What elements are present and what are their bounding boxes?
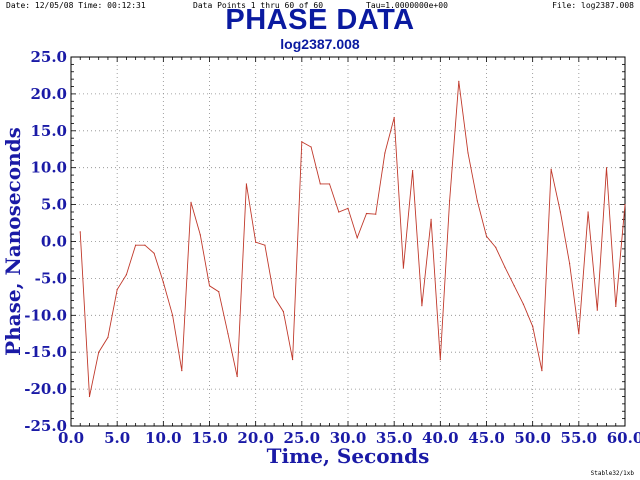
data-point — [116, 288, 118, 291]
y-tick-label: -20.0 — [24, 380, 67, 398]
x-tick-label: 35.0 — [376, 429, 413, 447]
data-point — [273, 296, 275, 298]
data-point — [310, 146, 312, 148]
data-point — [264, 244, 266, 246]
data-point — [282, 311, 284, 313]
data-point — [144, 244, 146, 246]
data-point — [236, 375, 238, 378]
y-tick-label: 20.0 — [30, 85, 67, 103]
x-tick-label: 10.0 — [145, 429, 182, 447]
data-point — [421, 305, 423, 307]
header-data-points: Data Points 1 thru 60 of 60 — [193, 1, 324, 10]
data-point — [605, 167, 608, 169]
data-point — [495, 246, 497, 249]
data-point — [98, 351, 100, 353]
data-point — [208, 285, 211, 287]
data-point — [393, 116, 395, 119]
data-point — [199, 234, 201, 236]
data-point — [171, 314, 174, 316]
data-point — [532, 325, 534, 327]
y-tick-label: 5.0 — [41, 196, 67, 214]
data-point — [624, 204, 626, 206]
data-point — [504, 266, 506, 268]
data-point — [476, 200, 478, 202]
chart-title: PHASE DATA — [225, 4, 415, 36]
y-tick-label: -10.0 — [24, 306, 67, 324]
x-tick-label: 50.0 — [514, 429, 551, 447]
data-point — [181, 370, 183, 372]
data-point — [375, 213, 377, 215]
data-point — [615, 305, 617, 308]
data-point — [384, 152, 386, 154]
y-tick-label: 10.0 — [30, 159, 67, 177]
data-point — [513, 285, 515, 287]
header-date-time: Date: 12/05/08 Time: 00:12:31 — [6, 1, 146, 10]
data-point — [292, 358, 294, 361]
x-tick-label: 15.0 — [191, 429, 228, 447]
x-tick-label: 5.0 — [104, 429, 130, 447]
data-point — [79, 231, 81, 233]
y-tick-label: 25.0 — [30, 48, 67, 66]
y-tick-label: 0.0 — [41, 233, 67, 251]
plot-frame — [70, 56, 626, 427]
data-point — [245, 183, 248, 185]
data-point — [559, 211, 561, 213]
data-point — [338, 211, 340, 213]
y-tick-label: -25.0 — [24, 417, 67, 435]
data-point — [467, 152, 469, 154]
footer-label: Stable32/1xb — [590, 470, 634, 477]
data-point — [218, 291, 220, 293]
y-tick-label: 15.0 — [30, 122, 67, 140]
data-point — [458, 80, 460, 82]
data-point — [135, 244, 137, 246]
data-point — [255, 241, 257, 243]
x-tick-label: 55.0 — [561, 429, 598, 447]
x-tick-label: 60.0 — [607, 429, 640, 447]
data-point — [596, 309, 598, 311]
data-point — [412, 170, 414, 172]
data-point — [190, 201, 192, 203]
data-point — [430, 218, 432, 220]
data-point — [153, 252, 155, 254]
x-tick-label: 25.0 — [284, 429, 321, 447]
data-point — [439, 358, 441, 361]
data-point — [107, 336, 109, 339]
data-point — [550, 168, 552, 170]
x-tick-label: 30.0 — [330, 429, 367, 447]
x-tick-label: 40.0 — [422, 429, 459, 447]
x-axis-title: Time, Seconds — [267, 444, 430, 468]
y-tick-label: -15.0 — [24, 343, 67, 361]
x-tick-label: 0.0 — [58, 429, 84, 447]
data-point — [587, 211, 589, 213]
data-point — [485, 235, 488, 237]
data-point — [162, 281, 164, 283]
chart-subtitle: log2387.008 — [280, 36, 360, 52]
header-tau: Tau=1.0000000e+00 — [366, 1, 448, 10]
data-point — [347, 207, 349, 209]
data-point — [569, 263, 571, 265]
data-point — [448, 200, 451, 202]
x-tick-label: 45.0 — [468, 429, 505, 447]
header-file: File: log2387.008 — [552, 1, 634, 10]
data-point — [227, 333, 229, 335]
phase-series-line — [79, 81, 626, 397]
data-point — [88, 395, 91, 398]
data-point — [125, 274, 127, 276]
data-point — [578, 333, 580, 335]
data-point — [301, 141, 303, 143]
data-point — [541, 370, 543, 372]
x-tick-label: 20.0 — [237, 429, 274, 447]
data-point — [365, 212, 368, 215]
data-point — [356, 237, 358, 239]
data-point — [328, 183, 331, 185]
data-point — [319, 183, 321, 185]
y-tick-label: -5.0 — [35, 269, 67, 287]
data-point — [402, 267, 404, 269]
data-point — [522, 303, 525, 305]
y-axis-title: Phase, Nanoseconds — [1, 127, 25, 356]
